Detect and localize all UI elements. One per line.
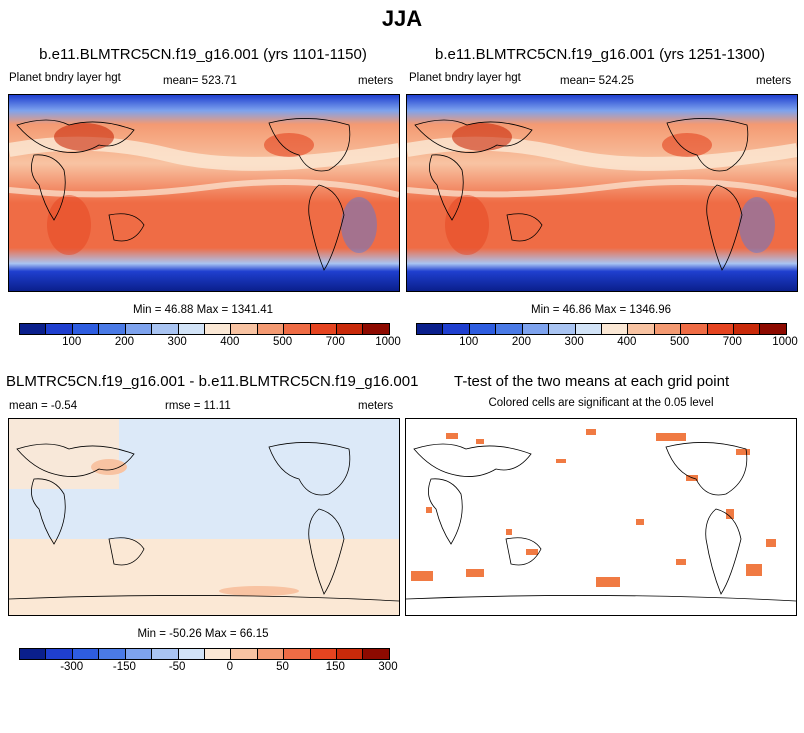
colorbar-swatch <box>601 324 629 334</box>
colorbar-swatch <box>204 649 232 659</box>
panel1-title: b.e11.BLMTRC5CN.f19_g16.001 (yrs 1101-11… <box>39 46 367 63</box>
colorbar-swatch <box>20 324 47 334</box>
colorbar-swatch <box>284 324 311 334</box>
colorbar-tick-label: 500 <box>272 336 293 348</box>
colorbar-swatch <box>337 649 364 659</box>
colorbar-tick-label: 0 <box>226 661 234 673</box>
panel1-map <box>8 94 400 292</box>
colorbar-swatch <box>20 649 47 659</box>
panel1-units: meters <box>358 75 394 87</box>
colorbar-swatch <box>72 324 100 334</box>
colorbar-tick-label: 300 <box>167 336 187 348</box>
colorbar-swatch <box>178 324 205 334</box>
colorbar-swatch <box>99 324 126 334</box>
colorbar-tick-label: 700 <box>325 336 345 348</box>
colorbar-swatch <box>469 324 497 334</box>
panel4-map <box>405 418 797 616</box>
panel1-colorbar <box>19 323 390 335</box>
panel2-units: meters <box>756 75 792 87</box>
panel3-rmse: rmse = 11.11 <box>165 400 231 412</box>
colorbar-tick-label: 200 <box>511 336 532 348</box>
colorbar-tick-label: 300 <box>378 661 398 673</box>
colorbar-swatch <box>760 324 786 334</box>
colorbar-swatch <box>549 324 576 334</box>
panel2-mean: mean= 524.25 <box>560 75 634 87</box>
panel1-variable: Planet bndry layer hgt <box>9 72 121 84</box>
panel2-minmax: Min = 46.86 Max = 1346.96 <box>530 304 671 316</box>
colorbar-tick-label: 300 <box>564 336 584 348</box>
colorbar-swatch <box>257 324 285 334</box>
colorbar-swatch <box>337 324 364 334</box>
panel2-variable: Planet bndry layer hgt <box>409 72 521 84</box>
colorbar-tick-label: 1000 <box>375 336 401 348</box>
colorbar-swatch <box>99 649 126 659</box>
colorbar-swatch <box>417 324 444 334</box>
panel2-map <box>406 94 798 292</box>
season-title: JJA <box>381 6 423 31</box>
colorbar-tick-label: 1000 <box>772 336 798 348</box>
colorbar-swatch <box>231 324 258 334</box>
colorbar-tick-label: 150 <box>325 661 345 673</box>
panel3-units: meters <box>358 400 394 412</box>
colorbar-tick-label: 50 <box>276 661 289 673</box>
colorbar-tick-label: 100 <box>459 336 479 348</box>
colorbar-tick-label: -150 <box>112 661 136 673</box>
panel3-mean: mean = -0.54 <box>9 400 78 412</box>
colorbar-swatch <box>125 649 153 659</box>
panel1-mean: mean= 523.71 <box>163 75 237 87</box>
colorbar-swatch <box>734 324 761 334</box>
panel3-title: BLMTRC5CN.f19_g16.001 - b.e11.BLMTRC5CN.… <box>6 373 419 390</box>
panel3-colorbar <box>19 648 390 660</box>
colorbar-swatch <box>310 324 338 334</box>
colorbar-swatch <box>443 324 470 334</box>
colorbar-swatch <box>522 324 550 334</box>
colorbar-swatch <box>257 649 285 659</box>
colorbar-swatch <box>284 649 311 659</box>
panel3-minmax: Min = -50.26 Max = 66.15 <box>137 628 269 640</box>
colorbar-swatch <box>363 324 389 334</box>
colorbar-swatch <box>178 649 205 659</box>
colorbar-swatch <box>496 324 523 334</box>
colorbar-swatch <box>46 324 73 334</box>
colorbar-swatch <box>152 649 179 659</box>
colorbar-tick-label: 100 <box>62 336 82 348</box>
colorbar-swatch <box>707 324 735 334</box>
colorbar-tick-label: 700 <box>722 336 742 348</box>
colorbar-swatch <box>310 649 338 659</box>
panel1-minmax: Min = 46.88 Max = 1341.41 <box>132 304 273 316</box>
panel2-colorbar <box>416 323 787 335</box>
colorbar-tick-label: 200 <box>114 336 135 348</box>
colorbar-swatch <box>125 324 153 334</box>
colorbar-tick-label: 500 <box>669 336 690 348</box>
colorbar-swatch <box>681 324 708 334</box>
panel3-map <box>8 418 400 616</box>
colorbar-swatch <box>152 324 179 334</box>
colorbar-swatch <box>575 324 602 334</box>
colorbar-swatch <box>628 324 655 334</box>
colorbar-swatch <box>72 649 100 659</box>
colorbar-swatch <box>231 649 258 659</box>
colorbar-swatch <box>363 649 389 659</box>
panel4-subtitle: Colored cells are significant at the 0.0… <box>488 397 714 409</box>
colorbar-tick-label: -50 <box>168 661 186 673</box>
colorbar-swatch <box>204 324 232 334</box>
colorbar-swatch <box>46 649 73 659</box>
colorbar-tick-label: -300 <box>60 661 84 673</box>
panel2-title: b.e11.BLMTRC5CN.f19_g16.001 (yrs 1251-13… <box>435 46 765 63</box>
panel4-title: T-test of the two means at each grid poi… <box>454 373 730 390</box>
colorbar-swatch <box>654 324 682 334</box>
colorbar-tick-label: 400 <box>220 336 240 348</box>
colorbar-tick-label: 400 <box>617 336 637 348</box>
